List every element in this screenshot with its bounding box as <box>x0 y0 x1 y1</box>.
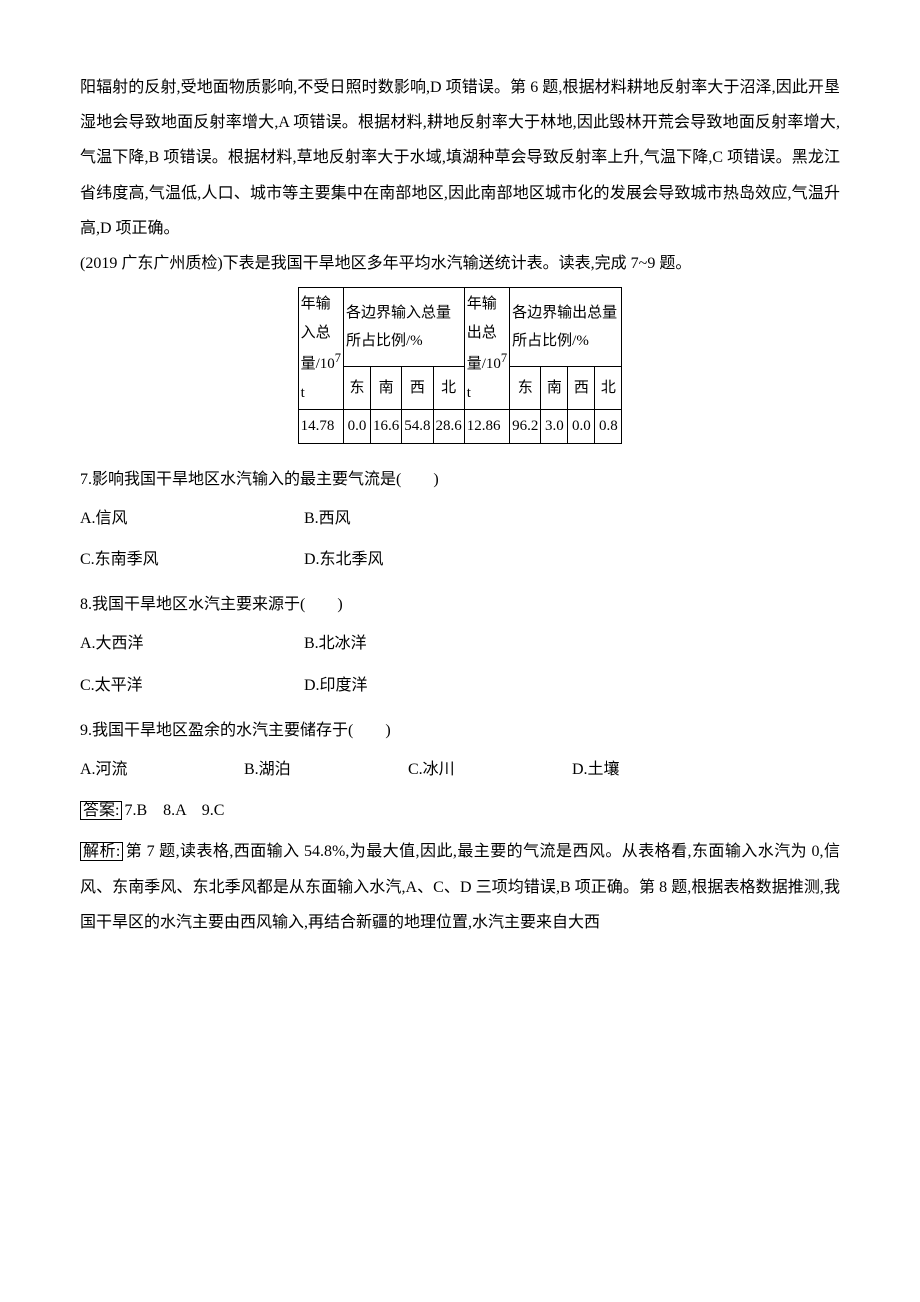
in-east-value: 0.0 <box>344 410 371 444</box>
q7-opt-a: A.信风 <box>80 501 300 536</box>
analysis-paragraph: 解析:第 7 题,读表格,西面输入 54.8%,为最大值,因此,最主要的气流是西… <box>80 834 840 940</box>
q9-options: A.河流 B.湖泊 C.冰川 D.土壤 <box>80 752 840 787</box>
q7-opt-b: B.西风 <box>304 510 351 527</box>
q8-opt-b: B.北冰洋 <box>304 635 367 652</box>
stats-table: 年输入总量/107 t 各边界输入总量所占比例/% 年输出总量/107 t 各边… <box>298 287 623 444</box>
answer-text: 7.B 8.A 9.C <box>124 802 224 819</box>
q9-opt-b: B.湖泊 <box>244 752 404 787</box>
in-north-value: 28.6 <box>433 410 464 444</box>
in-west-value: 54.8 <box>402 410 433 444</box>
dir-north: 北 <box>595 367 622 410</box>
out-south-value: 3.0 <box>541 410 568 444</box>
q8-options-2: C.太平洋 D.印度洋 <box>80 668 840 703</box>
answer-line: 答案:7.B 8.A 9.C <box>80 793 840 828</box>
in-south-value: 16.6 <box>371 410 402 444</box>
question-9: 9.我国干旱地区盈余的水汽主要储存于( ) <box>80 713 840 748</box>
table-row: 14.78 0.0 16.6 54.8 28.6 12.86 96.2 3.0 … <box>298 410 622 444</box>
q8-opt-c: C.太平洋 <box>80 668 300 703</box>
analysis-text: 第 7 题,读表格,西面输入 54.8%,为最大值,因此,最主要的气流是西风。从… <box>80 843 840 930</box>
dir-east: 东 <box>510 367 541 410</box>
in-total-value: 14.78 <box>298 410 343 444</box>
dir-south: 南 <box>371 367 402 410</box>
q9-opt-d: D.土壤 <box>572 752 732 787</box>
q8-opt-d: D.印度洋 <box>304 677 368 694</box>
col-out-ratio-header: 各边界输出总量 所占比例/% <box>510 288 622 367</box>
q8-options-1: A.大西洋 B.北冰洋 <box>80 626 840 661</box>
q7-options-2: C.东南季风 D.东北季风 <box>80 542 840 577</box>
dir-west: 西 <box>568 367 595 410</box>
question-7: 7.影响我国干旱地区水汽输入的最主要气流是( ) <box>80 462 840 497</box>
out-total-value: 12.86 <box>464 410 509 444</box>
q7-opt-d: D.东北季风 <box>304 551 384 568</box>
analysis-label: 解析: <box>80 842 123 861</box>
col-in-total-header: 年输入总量/107 t <box>298 288 343 410</box>
out-west-value: 0.0 <box>568 410 595 444</box>
out-north-value: 0.8 <box>595 410 622 444</box>
paragraph-1: 阳辐射的反射,受地面物质影响,不受日照时数影响,D 项错误。第 6 题,根据材料… <box>80 70 840 246</box>
q9-opt-c: C.冰川 <box>408 752 568 787</box>
dir-west: 西 <box>402 367 433 410</box>
answer-label: 答案: <box>80 801 122 820</box>
q7-opt-c: C.东南季风 <box>80 542 300 577</box>
q9-opt-a: A.河流 <box>80 752 240 787</box>
table-row: 年输入总量/107 t 各边界输入总量所占比例/% 年输出总量/107 t 各边… <box>298 288 622 367</box>
stats-table-wrap: 年输入总量/107 t 各边界输入总量所占比例/% 年输出总量/107 t 各边… <box>80 287 840 444</box>
table-prompt: (2019 广东广州质检)下表是我国干旱地区多年平均水汽输送统计表。读表,完成 … <box>80 246 840 281</box>
table-row: 东 南 西 北 东 南 西 北 <box>298 367 622 410</box>
col-in-ratio-header: 各边界输入总量所占比例/% <box>344 288 465 367</box>
col-out-total-header: 年输出总量/107 t <box>464 288 509 410</box>
question-8: 8.我国干旱地区水汽主要来源于( ) <box>80 587 840 622</box>
out-east-value: 96.2 <box>510 410 541 444</box>
q7-options-1: A.信风 B.西风 <box>80 501 840 536</box>
dir-north: 北 <box>433 367 464 410</box>
dir-south: 南 <box>541 367 568 410</box>
dir-east: 东 <box>344 367 371 410</box>
q8-opt-a: A.大西洋 <box>80 626 300 661</box>
